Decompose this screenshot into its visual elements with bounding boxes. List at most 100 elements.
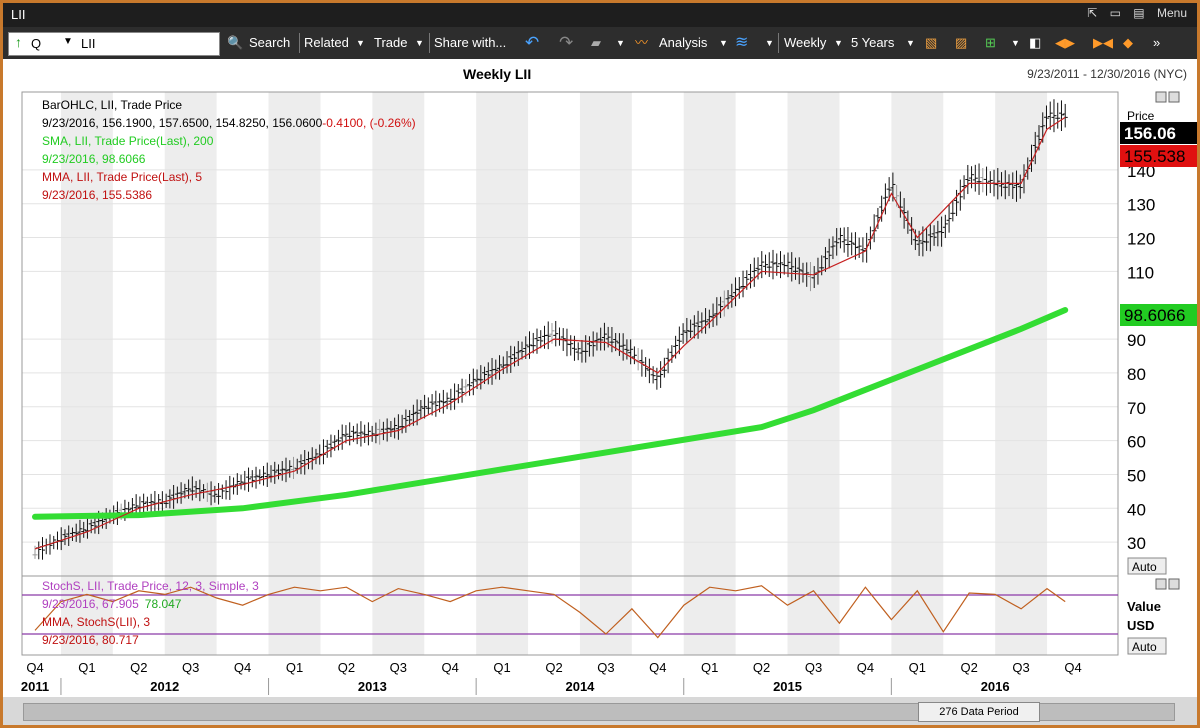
quarter-band [476,92,529,655]
maximize-icon[interactable] [1155,91,1167,103]
legend: BarOHLC, LII, Trade Price 9/23/2016, 156… [42,98,416,202]
zoom-icon[interactable]: ▶◀ [1093,35,1113,50]
chart-style-icon[interactable]: ▧ [925,35,938,50]
scale-icon[interactable]: ◆ [1123,35,1133,50]
quarter-label: Q4 [234,660,251,675]
quarter-band [60,92,113,655]
close-icon[interactable] [1168,91,1180,103]
lower-maximize-icon[interactable] [1155,578,1167,590]
scroll-left-icon[interactable]: ◀▶ [1055,35,1075,50]
bottom-bar: 276 Data Period [3,697,1197,725]
symbol-box: ↑ Q ▼ [8,32,220,56]
quarter-band [268,92,321,655]
axis-panel: Price 156.06 155.538 98.6066 Auto Value … [1120,91,1197,655]
lower-auto-label[interactable]: Auto [1132,640,1157,654]
stoch-values-line: 9/23/2016, 67.905 78.047 [42,597,182,611]
legend-bar-values-line: 9/23/2016, 156.1900, 157.6500, 154.8250,… [42,116,416,130]
lower-close-icon[interactable] [1168,578,1180,590]
analysis-icon[interactable]: 〰 [635,35,649,50]
quarter-label: Q2 [338,660,355,675]
time-scrollbar[interactable] [23,703,1175,721]
quarter-label: Q2 [130,660,147,675]
chart-window: LII ⇱ ▭ ▤ Menu ↑ Q ▼ 🔍 Search Related ▼ … [3,3,1197,725]
data-period-box[interactable]: 276 Data Period [918,702,1040,722]
undo-icon[interactable]: ↶ [525,33,540,52]
quarter-label: Q4 [857,660,874,675]
quarter-label: Q4 [26,660,43,675]
legend-bar-values: 9/23/2016, 156.1900, 157.6500, 154.8250,… [42,116,323,130]
sma-price-tag [1120,304,1197,326]
lower-auto-button[interactable] [1127,637,1167,655]
share-button[interactable]: Share with... [434,35,507,50]
title-bar: LII ⇱ ▭ ▤ Menu [3,3,1197,27]
price-tick-label: 130 [1127,196,1155,215]
quarter-band [579,92,632,655]
price-tick-label: 70 [1127,399,1146,418]
green-up-arrow-icon: ↑ [15,34,22,50]
sma-price-text: 98.6066 [1124,306,1185,325]
price-tick-label: 90 [1127,331,1146,350]
chevron-down-icon[interactable]: ▼ [616,38,625,48]
restore-icon[interactable]: ▭ [1109,6,1121,20]
quarter-label: Q1 [909,660,926,675]
chevron-down-icon[interactable]: ▼ [63,36,73,47]
redo-icon[interactable]: ↷ [559,33,574,52]
quarter-label: Q1 [78,660,95,675]
trade-button[interactable]: Trade [374,35,408,50]
menu-label[interactable]: Menu [1156,6,1187,20]
interval-select[interactable]: Weekly [784,35,827,50]
studies-icon[interactable]: ≋ [735,34,749,51]
quarter-label: Q1 [493,660,510,675]
symbol-input[interactable] [79,34,217,52]
chevron-down-icon[interactable]: ▼ [906,38,915,48]
stoch-values: 9/23/2016, 67.905 [42,597,139,611]
mma-price-tag [1120,145,1197,167]
chevron-down-icon[interactable]: ▼ [356,38,365,48]
stoch-line [34,585,1066,639]
legend-sma-title: SMA, LII, Trade Price(Last), 200 [42,134,214,148]
lower-legend: StochS, LII, Trade Price, 12, 3, Simple,… [42,579,259,647]
value-label: Value [1127,599,1161,614]
quarter-label: Q4 [649,660,666,675]
symbol-type[interactable]: Q [31,36,42,51]
price-tick-label: 120 [1127,230,1155,249]
chart-header: Weekly LII 9/23/2011 - 12/30/2016 (NYC) [3,59,1197,87]
last-price-tag [1120,122,1197,144]
crosshair-icon[interactable]: ⊞ [985,35,996,50]
year-label: 2012 [150,679,179,694]
stoch-mma-value: 9/23/2016, 80.717 [42,633,139,647]
quarter-band [372,92,425,655]
mma-price-text: 155.538 [1124,147,1185,166]
quarter-label: Q1 [286,660,303,675]
price-tick-label: 60 [1127,433,1146,452]
search-button[interactable]: Search [249,35,291,50]
legend-bar-change: -0.4100, (-0.26%) [322,116,415,130]
chevron-down-icon[interactable]: ▼ [415,38,424,48]
folder-icon[interactable]: ▰ [591,35,601,50]
chevron-down-icon[interactable]: ▼ [1011,38,1020,48]
quarter-band [787,92,840,655]
more-icon[interactable]: » [1153,35,1161,50]
legend-mma-value: 9/23/2016, 155.5386 [42,188,152,202]
range-select[interactable]: 5 Years [851,35,895,50]
auto-scale-button[interactable] [1127,557,1167,575]
popout-icon[interactable]: ⇱ [1087,6,1098,20]
auto-scale-label[interactable]: Auto [1132,560,1157,574]
quarter-label: Q2 [545,660,562,675]
chevron-down-icon[interactable]: ▼ [719,38,728,48]
quarter-band [164,92,217,655]
chevron-down-icon[interactable]: ▼ [834,38,843,48]
toolbar: ↑ Q ▼ 🔍 Search Related ▼ Trade ▼ Share w… [3,27,1197,59]
search-icon[interactable]: 🔍 [227,35,244,50]
menu-icon[interactable]: ▤ [1133,6,1145,20]
quarter-label: Q2 [961,660,978,675]
chevron-down-icon[interactable]: ▼ [765,38,774,48]
analysis-button[interactable]: Analysis [659,35,708,50]
quarter-label: Q3 [1012,660,1029,675]
price-tick-label: 30 [1127,534,1146,553]
quarter-label: Q3 [805,660,822,675]
compare-icon[interactable]: ▨ [955,35,968,50]
template-icon[interactable]: ◧ [1029,35,1042,50]
related-button[interactable]: Related [304,35,349,50]
